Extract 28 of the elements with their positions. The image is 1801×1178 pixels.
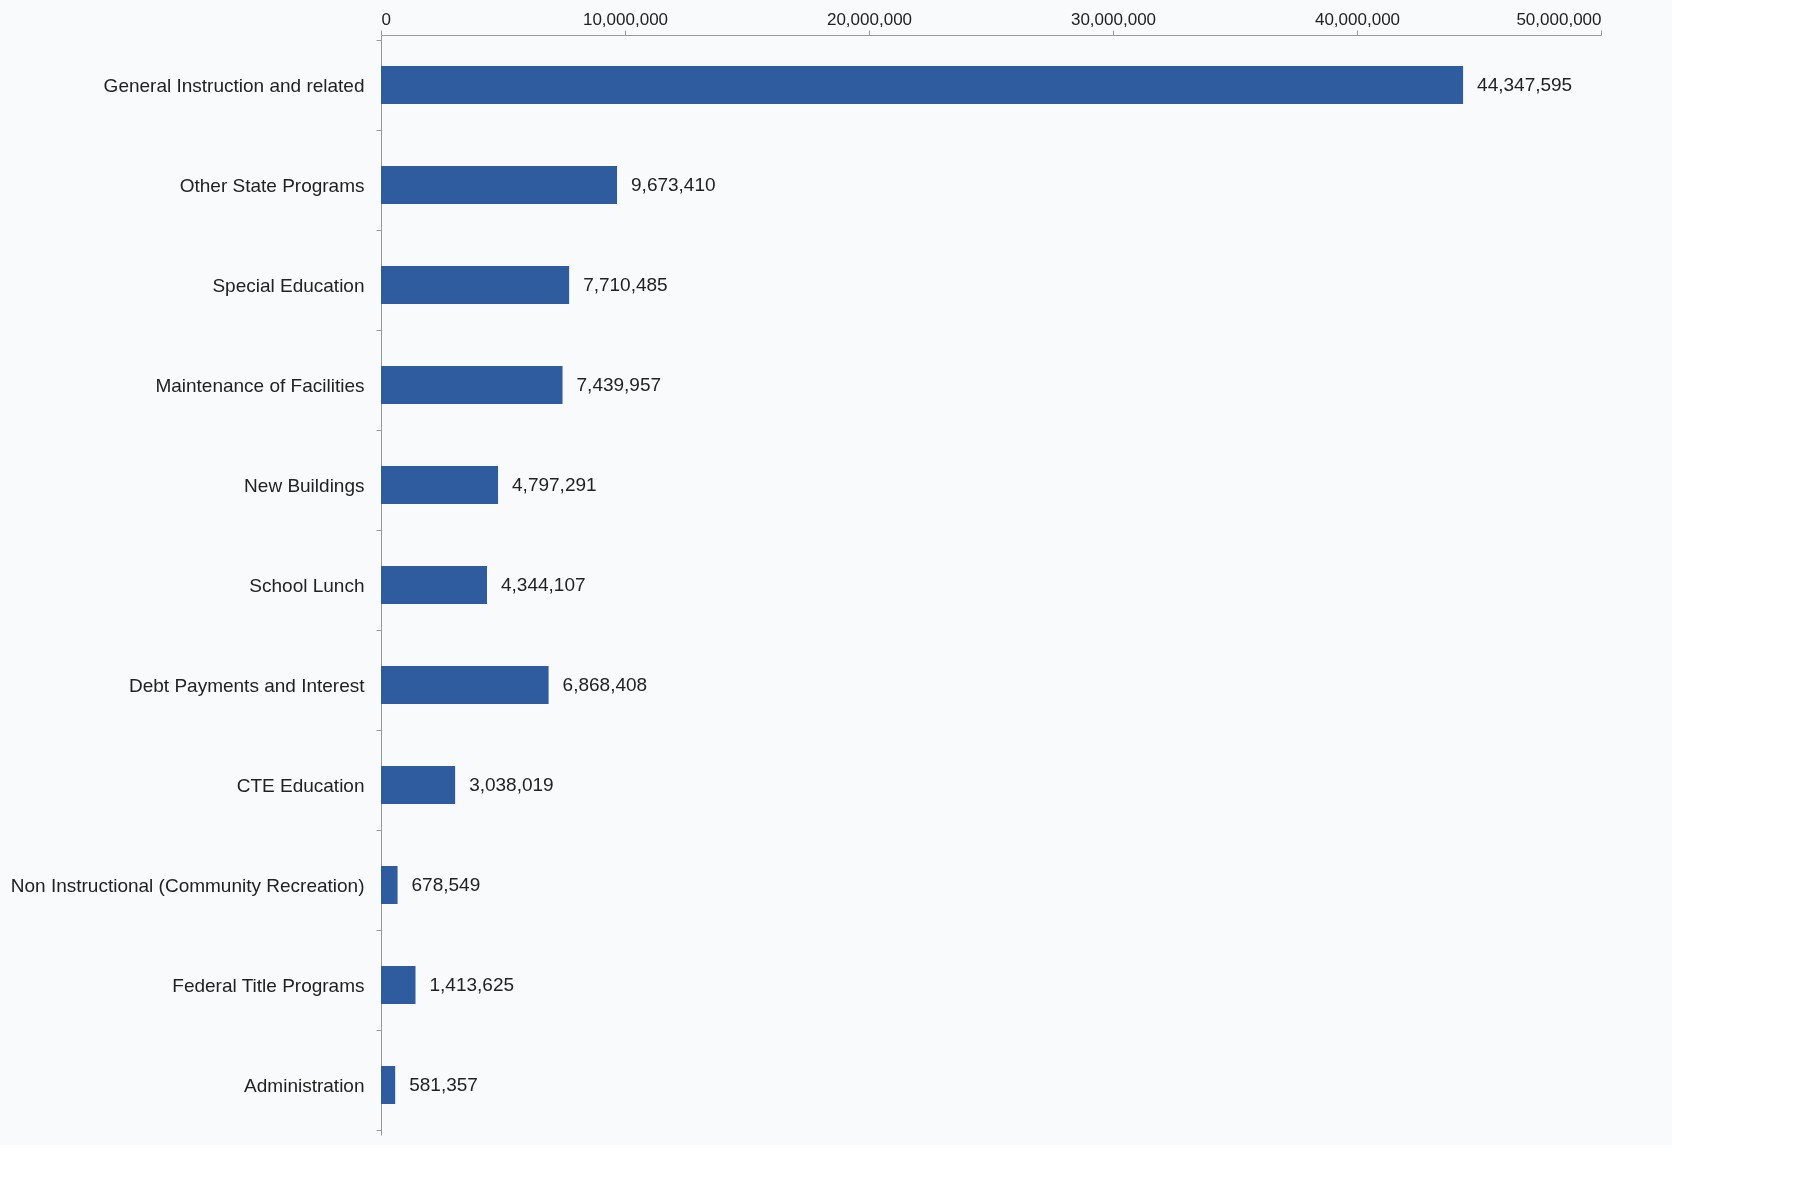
y-tick-label: Non Instructional (Community Recreation) — [10, 874, 365, 896]
y-tick-label: School Lunch — [249, 574, 365, 596]
data-label: 678,549 — [411, 874, 481, 895]
y-tick-label: Debt Payments and Interest — [128, 674, 366, 696]
x-tick-label: 30,000,000 — [1070, 9, 1157, 29]
y-tick-label: Administration — [244, 1074, 365, 1096]
data-label: 4,344,107 — [501, 574, 586, 595]
data-label: 7,710,485 — [583, 274, 668, 295]
data-label: 44,347,595 — [1477, 74, 1573, 95]
data-label: 6,868,408 — [562, 674, 648, 695]
data-label: 581,357 — [409, 1074, 478, 1095]
y-tick-label: Federal Title Programs — [172, 974, 365, 996]
y-tick-label: Maintenance of Facilities — [155, 374, 365, 396]
y-tick-label: Other State Programs — [179, 174, 365, 196]
data-label: 1,413,625 — [429, 974, 515, 995]
x-tick-label: 40,000,000 — [1314, 9, 1401, 29]
y-tick-label: General Instruction and related — [103, 74, 365, 96]
y-tick-label: Special Education — [212, 274, 365, 296]
x-tick-label: 10,000,000 — [582, 9, 669, 29]
y-tick-label: CTE Education — [236, 774, 365, 796]
data-label: 4,797,291 — [512, 474, 597, 495]
x-tick-label: 20,000,000 — [826, 9, 913, 29]
y-tick-label: New Buildings — [244, 474, 365, 496]
data-label: 9,673,410 — [631, 174, 716, 195]
data-label: 7,439,957 — [576, 374, 662, 395]
data-label: 3,038,019 — [469, 774, 554, 795]
x-tick-label: 50,000,000 — [1516, 9, 1602, 29]
x-tick-label: 0 — [381, 9, 391, 29]
